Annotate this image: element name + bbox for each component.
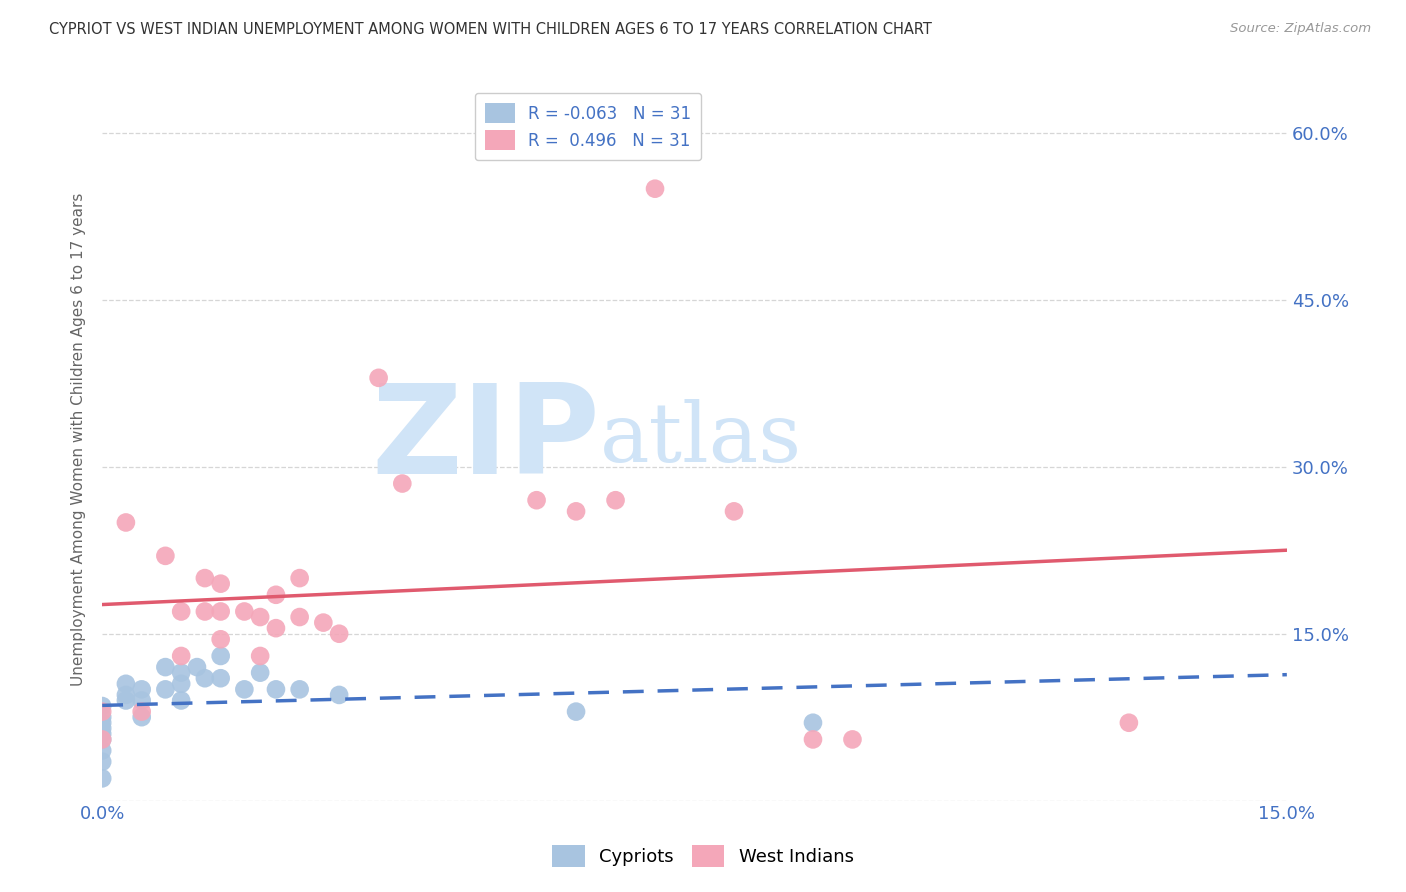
Point xyxy=(328,626,350,640)
Point xyxy=(264,621,287,635)
Point xyxy=(91,743,114,757)
Point xyxy=(565,504,588,518)
Point xyxy=(170,693,193,707)
Point xyxy=(131,682,153,697)
Point xyxy=(312,615,335,630)
Point xyxy=(723,504,745,518)
Point xyxy=(131,693,153,707)
Point xyxy=(131,705,153,719)
Point xyxy=(170,677,193,691)
Point xyxy=(91,699,114,714)
Point xyxy=(91,755,114,769)
Point xyxy=(186,660,208,674)
Point xyxy=(91,727,114,741)
Point xyxy=(170,648,193,663)
Point xyxy=(91,721,114,735)
Point xyxy=(170,665,193,680)
Point xyxy=(249,665,271,680)
Point xyxy=(91,710,114,724)
Point xyxy=(801,715,824,730)
Point xyxy=(1118,715,1140,730)
Point xyxy=(209,632,232,647)
Point xyxy=(91,715,114,730)
Point xyxy=(91,732,114,747)
Text: CYPRIOT VS WEST INDIAN UNEMPLOYMENT AMONG WOMEN WITH CHILDREN AGES 6 TO 17 YEARS: CYPRIOT VS WEST INDIAN UNEMPLOYMENT AMON… xyxy=(49,22,932,37)
Point xyxy=(170,605,193,619)
Point xyxy=(264,682,287,697)
Point xyxy=(605,493,627,508)
Point xyxy=(288,571,311,585)
Legend: Cypriots, West Indians: Cypriots, West Indians xyxy=(546,838,860,874)
Point xyxy=(115,516,138,530)
Point xyxy=(249,648,271,663)
Point xyxy=(194,605,217,619)
Point xyxy=(155,682,177,697)
Point xyxy=(115,677,138,691)
Point xyxy=(131,710,153,724)
Point xyxy=(328,688,350,702)
Y-axis label: Unemployment Among Women with Children Ages 6 to 17 years: Unemployment Among Women with Children A… xyxy=(72,193,86,686)
Point xyxy=(155,549,177,563)
Point xyxy=(209,648,232,663)
Text: Source: ZipAtlas.com: Source: ZipAtlas.com xyxy=(1230,22,1371,36)
Point xyxy=(288,682,311,697)
Point xyxy=(801,732,824,747)
Point xyxy=(264,588,287,602)
Point xyxy=(249,610,271,624)
Point xyxy=(288,610,311,624)
Point xyxy=(644,182,666,196)
Point xyxy=(367,371,389,385)
Point xyxy=(115,693,138,707)
Point xyxy=(526,493,548,508)
Text: atlas: atlas xyxy=(600,399,801,479)
Legend: R = -0.063   N = 31, R =  0.496   N = 31: R = -0.063 N = 31, R = 0.496 N = 31 xyxy=(475,93,702,161)
Point xyxy=(155,660,177,674)
Point xyxy=(841,732,863,747)
Point xyxy=(209,605,232,619)
Text: ZIP: ZIP xyxy=(371,378,600,500)
Point xyxy=(194,671,217,685)
Point xyxy=(115,688,138,702)
Point xyxy=(209,576,232,591)
Point xyxy=(209,671,232,685)
Point xyxy=(91,732,114,747)
Point xyxy=(233,605,256,619)
Point xyxy=(91,772,114,786)
Point xyxy=(565,705,588,719)
Point xyxy=(233,682,256,697)
Point xyxy=(194,571,217,585)
Point xyxy=(391,476,413,491)
Point xyxy=(91,705,114,719)
